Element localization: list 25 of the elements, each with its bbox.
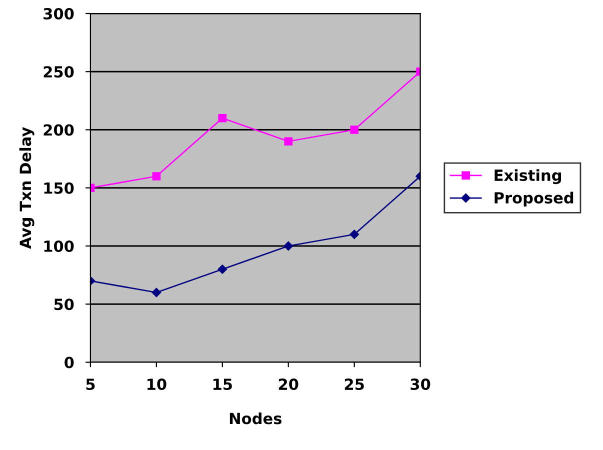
- x-axis-title: Nodes: [230, 412, 282, 424]
- y-tick-label: 300: [44, 8, 74, 20]
- y-tick-label: 200: [44, 124, 74, 136]
- point: [218, 264, 228, 274]
- x-tick-label: 25: [344, 378, 364, 390]
- x-tick-label: 15: [213, 378, 232, 390]
- x-tick-label: 5: [86, 378, 95, 390]
- point: [350, 126, 358, 134]
- point: [350, 230, 359, 239]
- y-tick-label: 150: [44, 182, 74, 194]
- y-tick-label: 0: [64, 356, 74, 368]
- y-tick-label: 100: [44, 240, 74, 252]
- legend-label: Existing: [494, 169, 561, 184]
- y-axis-title: Avg Txn Delay: [19, 127, 34, 249]
- y-tick-label: 50: [54, 298, 74, 310]
- point: [152, 288, 162, 298]
- point: [218, 114, 227, 122]
- x-tick-label: 20: [278, 378, 298, 390]
- y-tick-label: 250: [44, 66, 74, 78]
- legend-label: Proposed: [494, 192, 574, 207]
- point: [152, 172, 161, 180]
- point: [284, 241, 293, 251]
- x-tick-label: 10: [148, 378, 166, 390]
- point: [284, 137, 293, 146]
- x-tick-label: 30: [410, 378, 430, 390]
